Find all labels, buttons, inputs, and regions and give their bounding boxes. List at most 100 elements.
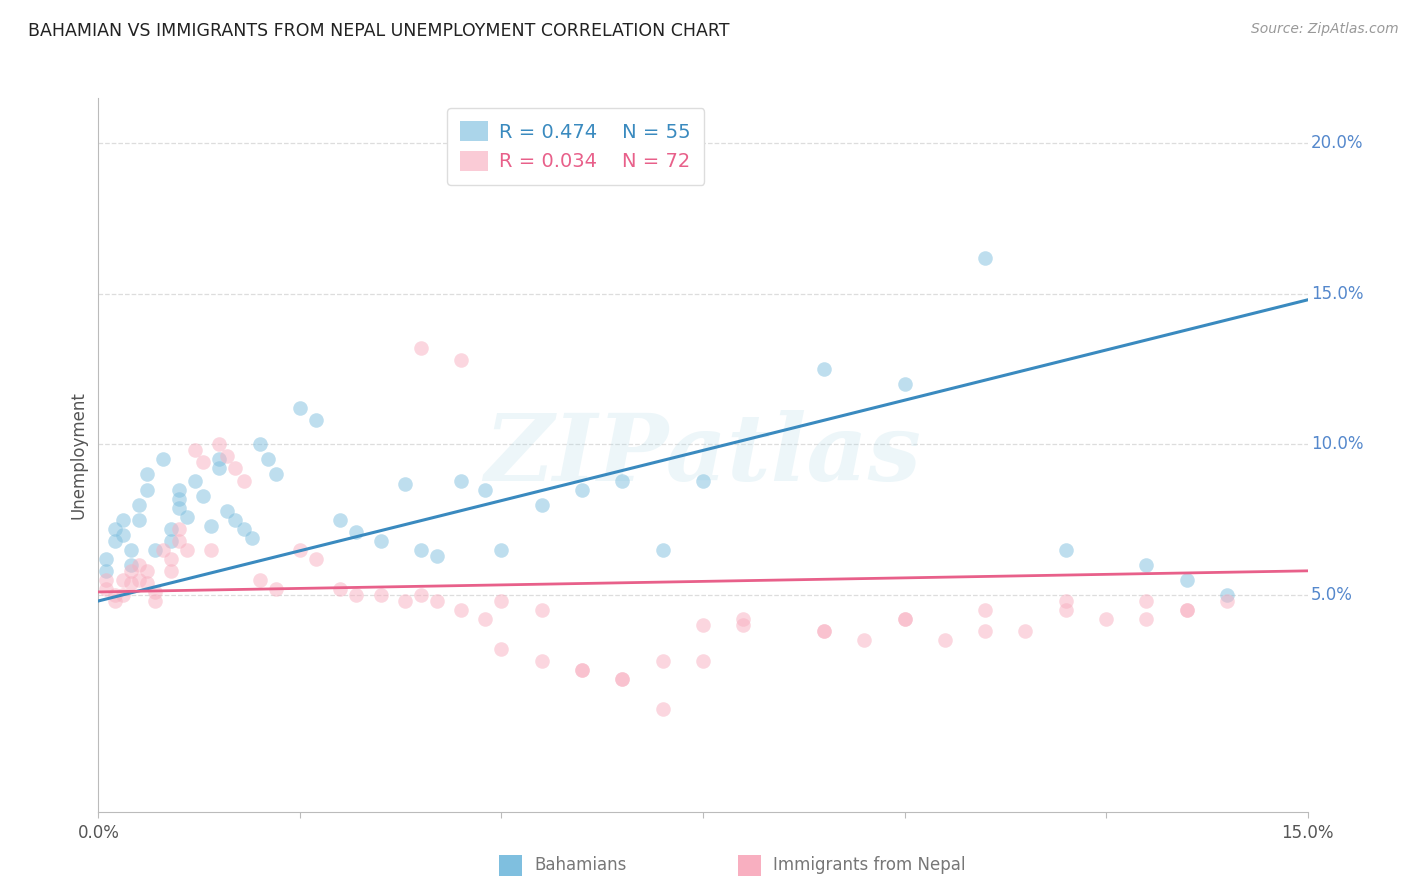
- Point: [176, 509, 198, 524]
- Text: Bahamians: Bahamians: [534, 856, 627, 874]
- Point: [208, 452, 231, 467]
- Point: [651, 654, 673, 668]
- Point: [167, 533, 190, 548]
- Point: [240, 531, 263, 545]
- Point: [184, 474, 207, 488]
- Point: [167, 491, 190, 506]
- Point: [184, 443, 207, 458]
- Point: [128, 498, 150, 512]
- Point: [733, 618, 755, 632]
- Point: [474, 612, 496, 626]
- Point: [193, 489, 215, 503]
- Point: [208, 437, 231, 451]
- Point: [394, 594, 416, 608]
- Point: [651, 542, 673, 557]
- Point: [160, 522, 183, 536]
- Point: [96, 551, 118, 566]
- Point: [370, 533, 392, 548]
- Point: [1054, 603, 1077, 617]
- Point: [288, 542, 311, 557]
- Point: [208, 461, 231, 475]
- Point: [152, 452, 174, 467]
- Point: [612, 672, 634, 686]
- Point: [264, 467, 287, 482]
- Point: [1135, 594, 1157, 608]
- Point: [111, 573, 134, 587]
- Point: [128, 558, 150, 572]
- Y-axis label: Unemployment: Unemployment: [69, 391, 87, 519]
- Point: [571, 663, 593, 677]
- Point: [409, 341, 432, 355]
- Point: [135, 575, 157, 590]
- Point: [974, 624, 997, 638]
- Point: [571, 483, 593, 497]
- Point: [135, 564, 157, 578]
- Point: [128, 573, 150, 587]
- Point: [474, 483, 496, 497]
- Point: [530, 603, 553, 617]
- Point: [329, 582, 352, 596]
- Point: [530, 498, 553, 512]
- Point: [813, 362, 835, 376]
- Point: [176, 542, 198, 557]
- Point: [128, 513, 150, 527]
- Point: [217, 450, 239, 464]
- Point: [450, 603, 472, 617]
- Point: [143, 585, 166, 599]
- Point: [1175, 573, 1198, 587]
- Point: [120, 564, 142, 578]
- Point: [160, 533, 183, 548]
- Point: [344, 524, 367, 539]
- Point: [409, 588, 432, 602]
- Point: [1175, 603, 1198, 617]
- Point: [491, 642, 513, 657]
- Text: 5.0%: 5.0%: [1312, 586, 1353, 604]
- Point: [160, 564, 183, 578]
- Text: 15.0%: 15.0%: [1312, 285, 1364, 302]
- Point: [974, 251, 997, 265]
- Point: [96, 564, 118, 578]
- Point: [491, 542, 513, 557]
- Point: [893, 612, 915, 626]
- Point: [120, 558, 142, 572]
- Point: [305, 413, 328, 427]
- Point: [217, 503, 239, 517]
- Point: [974, 603, 997, 617]
- Point: [692, 654, 714, 668]
- Point: [1054, 594, 1077, 608]
- Point: [893, 612, 915, 626]
- Point: [394, 476, 416, 491]
- Point: [264, 582, 287, 596]
- Point: [813, 624, 835, 638]
- Point: [1216, 594, 1239, 608]
- Point: [344, 588, 367, 602]
- Point: [111, 588, 134, 602]
- Point: [249, 573, 271, 587]
- Legend: R = 0.474    N = 55, R = 0.034    N = 72: R = 0.474 N = 55, R = 0.034 N = 72: [447, 108, 704, 185]
- Point: [329, 513, 352, 527]
- Point: [103, 533, 125, 548]
- Point: [103, 522, 125, 536]
- Point: [853, 633, 876, 648]
- Point: [450, 474, 472, 488]
- Point: [893, 377, 915, 392]
- Point: [160, 551, 183, 566]
- Point: [450, 353, 472, 368]
- Point: [143, 594, 166, 608]
- Point: [934, 633, 956, 648]
- Point: [167, 483, 190, 497]
- Point: [135, 467, 157, 482]
- Text: Immigrants from Nepal: Immigrants from Nepal: [773, 856, 966, 874]
- Text: BAHAMIAN VS IMMIGRANTS FROM NEPAL UNEMPLOYMENT CORRELATION CHART: BAHAMIAN VS IMMIGRANTS FROM NEPAL UNEMPL…: [28, 22, 730, 40]
- Point: [103, 588, 125, 602]
- Point: [612, 474, 634, 488]
- Point: [1054, 542, 1077, 557]
- Point: [96, 582, 118, 596]
- Point: [1175, 603, 1198, 617]
- Point: [111, 513, 134, 527]
- Text: Source: ZipAtlas.com: Source: ZipAtlas.com: [1251, 22, 1399, 37]
- Point: [1135, 558, 1157, 572]
- Point: [288, 401, 311, 416]
- Point: [111, 527, 134, 541]
- Point: [167, 522, 190, 536]
